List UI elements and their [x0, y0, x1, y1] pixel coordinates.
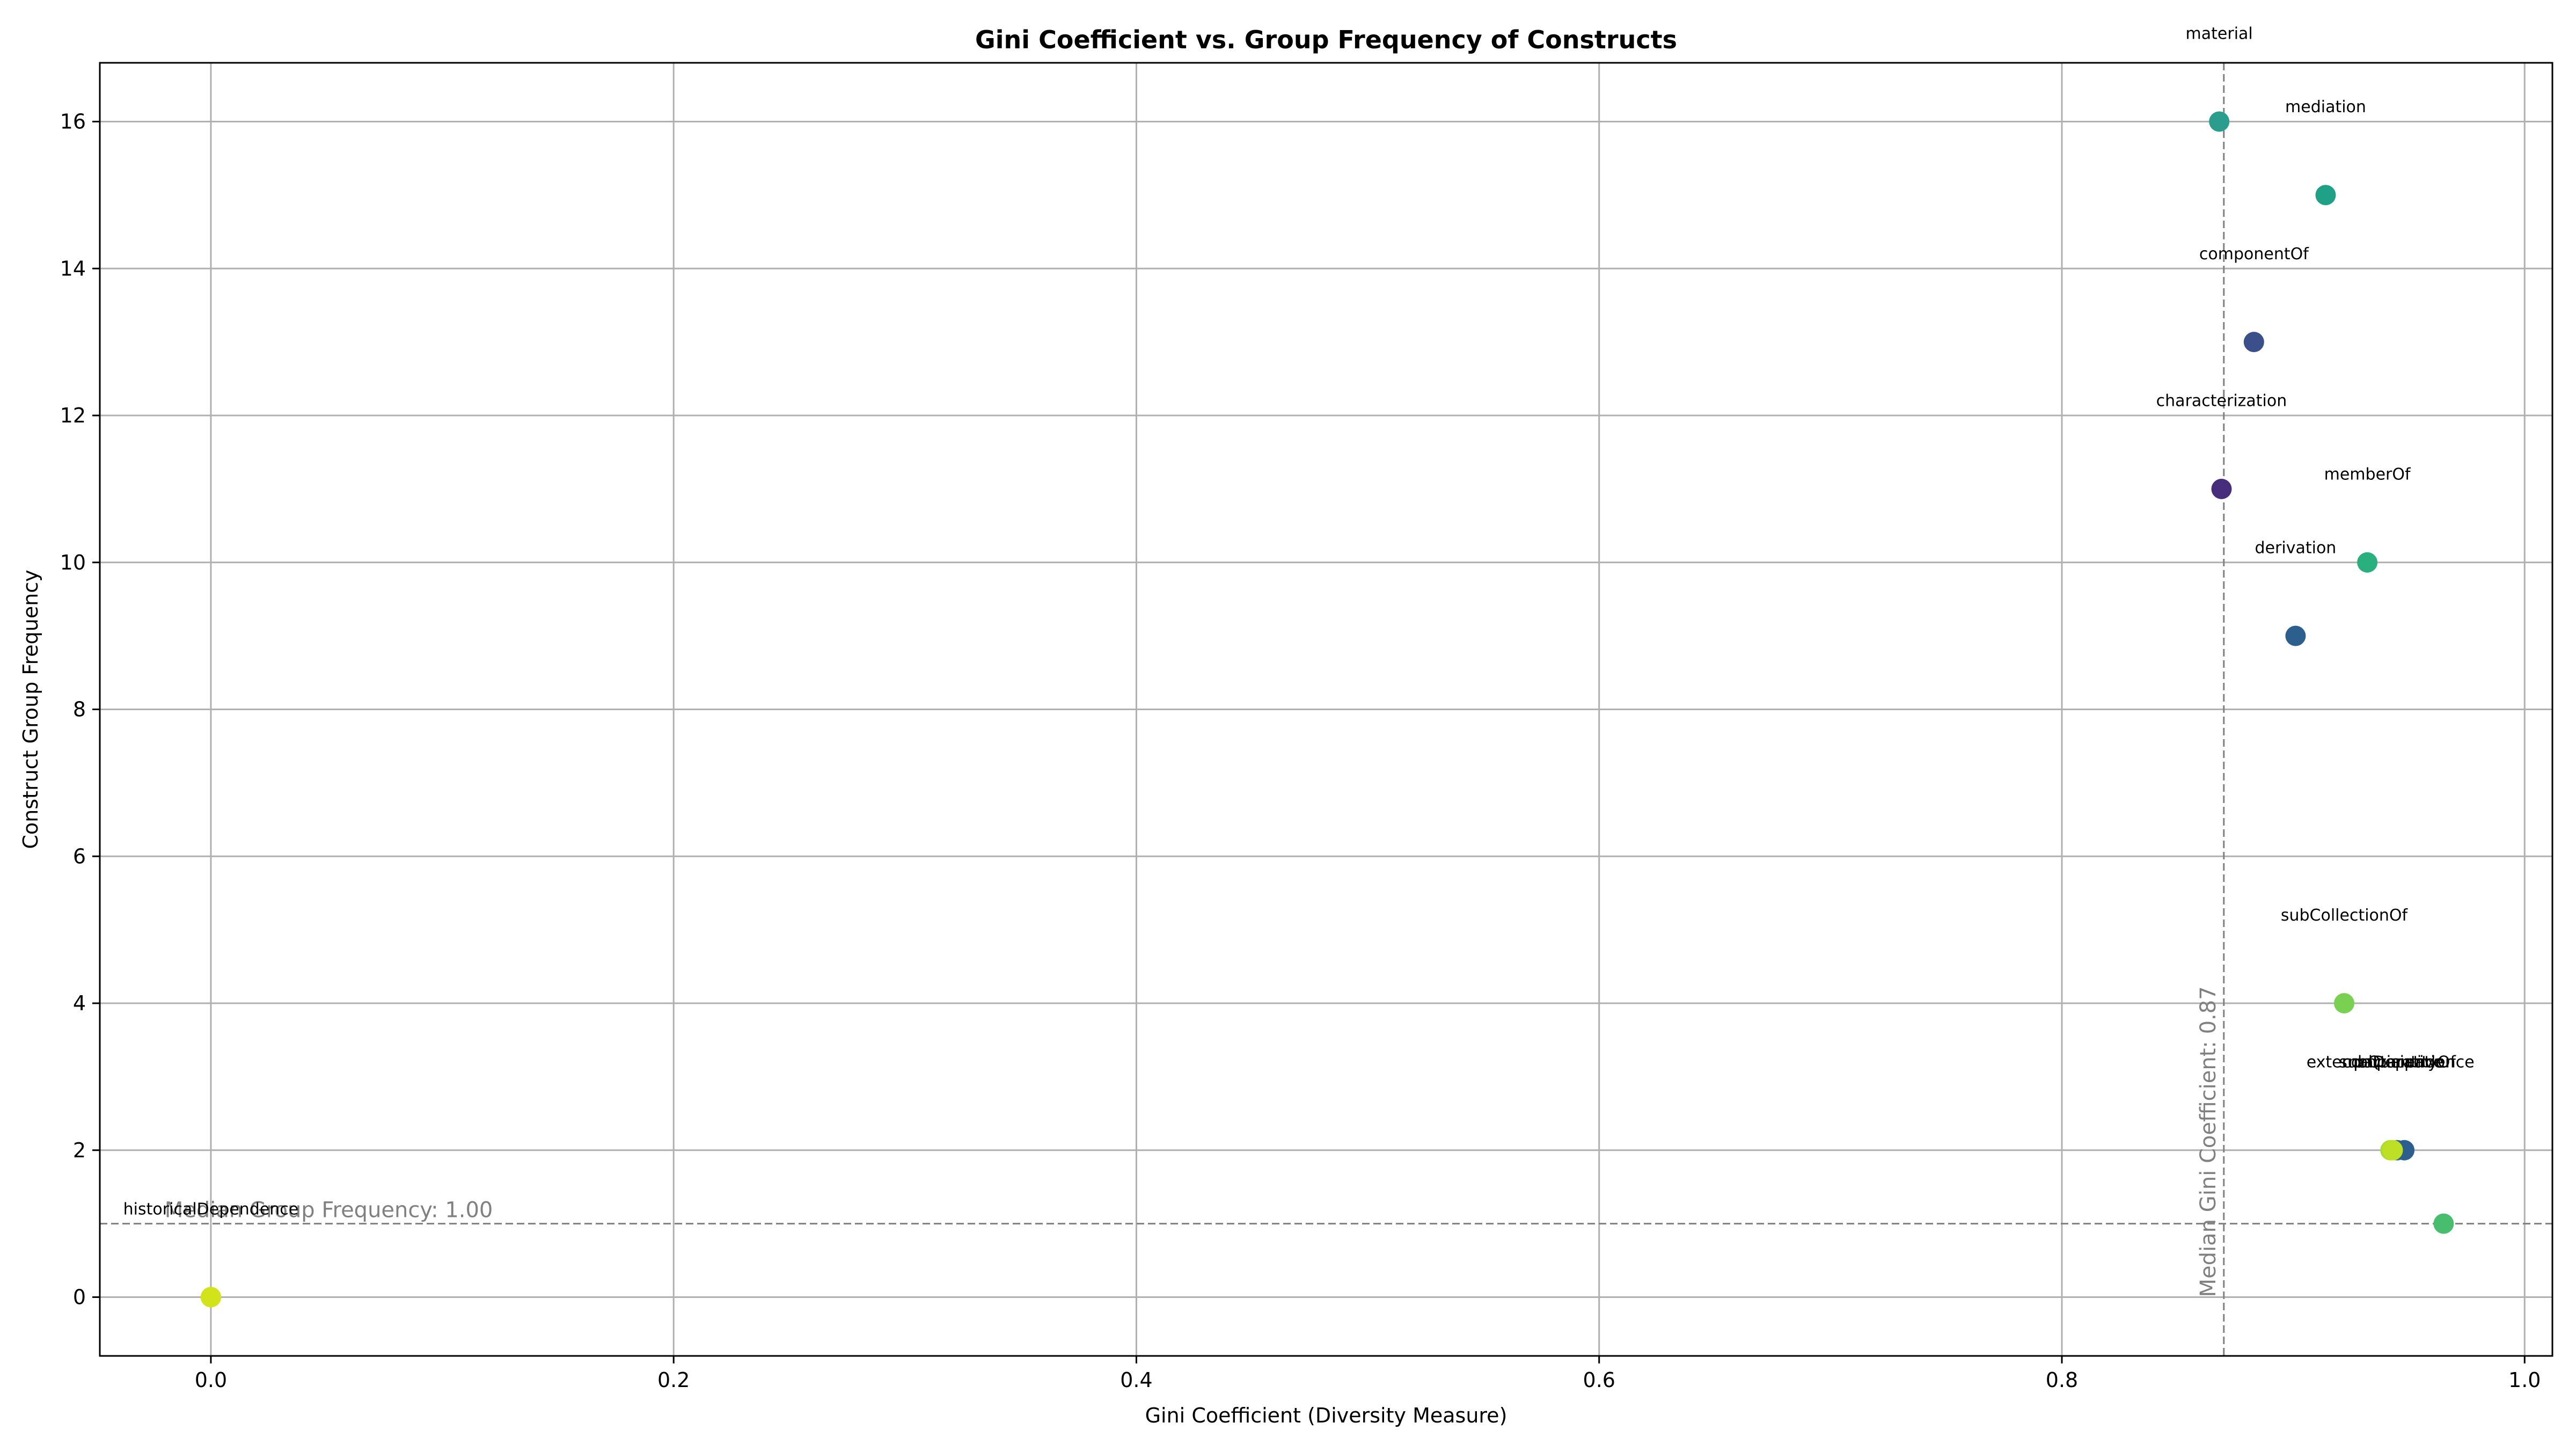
data-point [2357, 552, 2378, 573]
point-label: historicalDependence [123, 1200, 299, 1218]
y-tick-label: 16 [60, 110, 86, 134]
point-label: derivation [2255, 538, 2337, 557]
y-tick-label: 14 [60, 257, 86, 280]
grid-layer [100, 63, 2552, 1356]
data-point [2382, 1140, 2403, 1161]
reference-lines: Median Gini Coefficient: 0.87 Median Grou… [100, 63, 2552, 1356]
x-tick-label: 0.8 [2046, 1368, 2078, 1392]
x-axis-label: Gini Coefficient (Diversity Measure) [1145, 1404, 1507, 1427]
data-point [2333, 993, 2354, 1013]
point-labels: material mediation componentOf characteriza… [123, 24, 2475, 1218]
y-tick-label: 2 [73, 1139, 86, 1162]
point-label: subCollectionOf [2281, 906, 2409, 925]
y-tick-label: 10 [60, 551, 86, 574]
y-axis-label: Construct Group Frequency [19, 570, 42, 849]
data-point [200, 1287, 221, 1308]
median-frequency-label: Median Group Frequency: 1.00 [165, 1198, 493, 1223]
point-label: subQuantityOf [2339, 1053, 2456, 1072]
x-tick-label: 0.4 [1120, 1368, 1152, 1392]
data-point [2243, 332, 2264, 353]
point-label: mediation [2285, 98, 2366, 116]
data-point [2315, 185, 2336, 206]
x-tick-label: 0.0 [195, 1368, 227, 1392]
point-label: componentOf [2199, 245, 2309, 264]
y-tick-label: 0 [73, 1286, 86, 1309]
point-label: material [2186, 24, 2253, 43]
point-label: characterization [2156, 392, 2287, 411]
y-tick-label: 4 [73, 991, 86, 1015]
point-label: externalDependence [2307, 1053, 2475, 1072]
y-tick-label: 6 [73, 844, 86, 868]
point-label: participation [2353, 1053, 2455, 1072]
y-tick-label: 8 [73, 698, 86, 721]
point-label: comparative [2342, 1053, 2443, 1072]
data-point [2285, 625, 2306, 646]
ticks-layer: 0.0 0.2 0.4 0.6 0.8 1.0 0 2 4 6 8 10 12 14 16 [60, 110, 2541, 1392]
y-tick-label: 12 [60, 404, 86, 427]
x-tick-label: 0.2 [657, 1368, 690, 1392]
chart-title: Gini Coefficient vs. Group Frequency of … [975, 25, 1677, 54]
median-gini-label: Median Gini Coefficient: 0.87 [2196, 986, 2221, 1297]
x-tick-label: 1.0 [2508, 1368, 2541, 1392]
points-layer [200, 111, 2454, 1308]
point-label: memberOf [2324, 465, 2411, 484]
x-tick-label: 0.6 [1583, 1368, 1615, 1392]
data-point [2211, 478, 2232, 499]
data-point [2209, 111, 2230, 132]
data-point [2433, 1213, 2454, 1234]
